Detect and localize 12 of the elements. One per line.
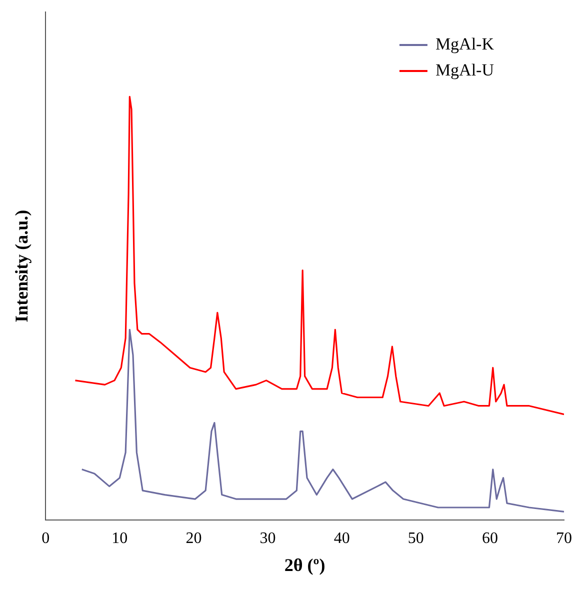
legend-label: MgAl-K — [435, 34, 495, 54]
x-tick-label: 20 — [186, 530, 202, 548]
x-tick-label: 50 — [408, 530, 424, 548]
x-tick-label: 10 — [112, 530, 128, 548]
x-tick-label: 60 — [482, 530, 498, 548]
x-tick-label: 0 — [42, 530, 50, 548]
y-axis-title: Intensity (a.u.) — [11, 210, 32, 322]
x-tick-label: 40 — [334, 530, 350, 548]
x-tick-label: 30 — [260, 530, 276, 548]
legend-label: MgAl-U — [435, 60, 494, 80]
x-tick-label: 70 — [556, 530, 572, 548]
x-axis-title: 2θ (º) — [284, 554, 326, 575]
